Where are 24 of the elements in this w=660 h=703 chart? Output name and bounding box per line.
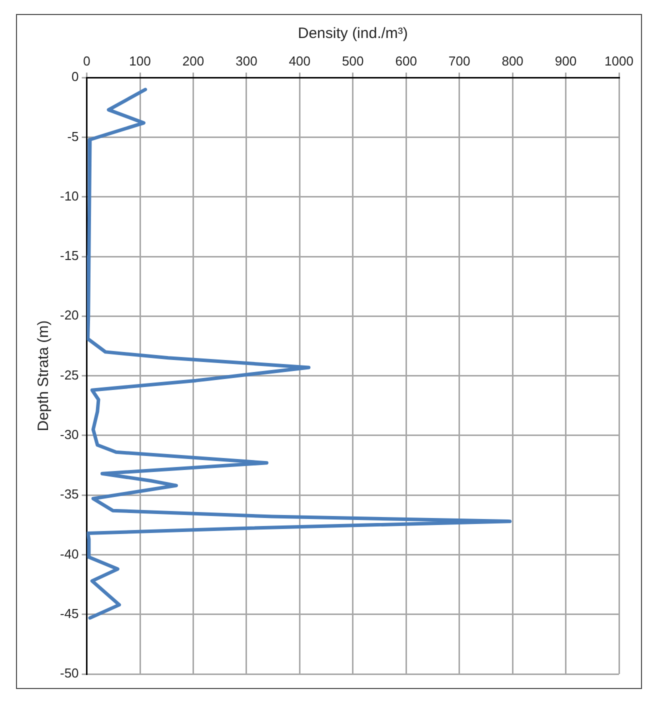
y-tick-label: -10 [60,188,79,204]
x-axis-title: Density (ind./m³) [298,25,408,42]
x-tick-label: 200 [182,53,204,68]
y-tick-label: -40 [60,546,79,562]
x-tick-label: 600 [395,53,417,68]
y-tick-label: -5 [67,128,79,144]
x-tick-label: 700 [448,53,470,68]
y-tick-label: -50 [60,666,79,681]
x-tick-label: 1000 [604,53,634,68]
y-tick-label: -25 [60,367,79,382]
x-tick-label: 800 [502,53,524,68]
y-tick-label: -35 [60,486,79,502]
x-tick-label: 400 [288,53,311,68]
y-axis-title: Depth Strata (m) [35,320,52,432]
x-tick-label: 100 [129,53,151,68]
x-tick-label: 0 [83,53,90,68]
x-tick-label: 300 [236,53,258,68]
y-tick-label: -45 [60,606,79,621]
y-tick-label: -15 [60,248,79,264]
y-tick-label: 0 [72,69,79,84]
y-tick-label: -20 [60,308,79,323]
y-tick-label: -30 [60,427,79,442]
x-tick-label: 500 [342,53,364,68]
x-tick-label: 900 [554,53,577,68]
